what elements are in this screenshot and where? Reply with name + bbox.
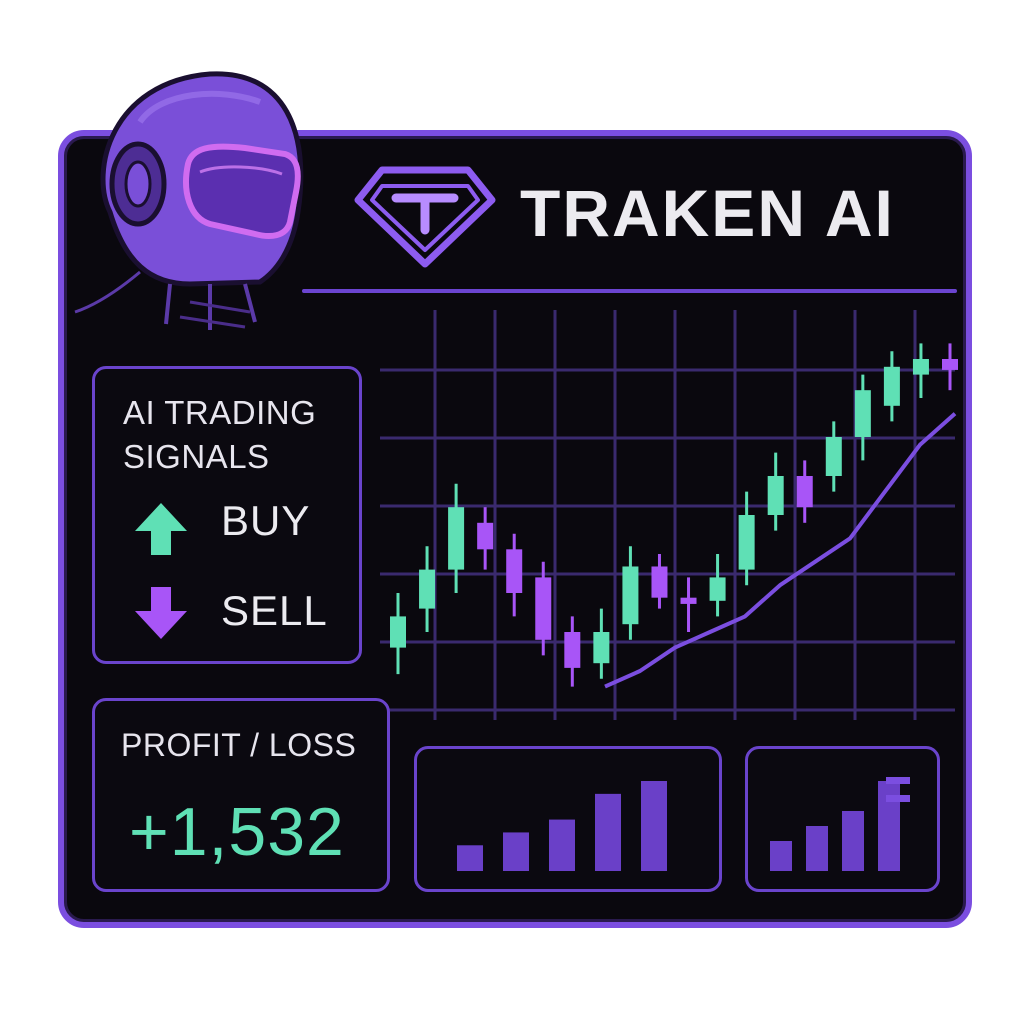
candle-up	[593, 632, 610, 664]
mini-bar	[503, 832, 529, 871]
trend-line	[604, 412, 957, 689]
mini-bar-chart-2	[745, 746, 940, 892]
up-arrow-icon	[135, 503, 187, 555]
trading-signals-card: AI TRADING SIGNALS BUY SELL	[92, 366, 362, 664]
candle-down	[535, 577, 552, 640]
candlestick-chart	[380, 310, 958, 720]
candle-up	[767, 476, 784, 515]
candle-up	[854, 390, 871, 437]
mini-bar-chart-1	[414, 746, 722, 892]
candle-down	[506, 549, 523, 593]
brand-title: TRAKEN AI	[520, 176, 895, 250]
candle-up	[912, 359, 929, 375]
header-divider	[302, 289, 957, 293]
sell-signal-label[interactable]: SELL	[221, 587, 328, 634]
signals-title: AI TRADING SIGNALS	[123, 394, 317, 475]
candle-up	[883, 366, 900, 406]
candle-up	[738, 515, 755, 570]
candle-up	[448, 507, 465, 570]
candle-up	[390, 616, 406, 648]
candle-down	[796, 476, 813, 508]
profit-loss-value: +1,532	[129, 794, 345, 870]
candle-down	[564, 632, 581, 668]
mini-bar	[595, 793, 621, 871]
mini-bar	[549, 819, 575, 871]
profit-loss-label: PROFIT / LOSS	[121, 727, 357, 763]
menu-lines-icon	[886, 777, 910, 802]
buy-signal-label[interactable]: BUY	[221, 497, 311, 544]
gem-logo-icon	[354, 166, 496, 268]
candle-up	[825, 437, 842, 476]
candle-down	[477, 522, 494, 550]
profit-loss-card: PROFIT / LOSS +1,532	[92, 698, 390, 892]
mini-bar	[878, 781, 900, 871]
candle-up	[419, 569, 436, 609]
mini-bar	[457, 845, 483, 871]
mini-bar	[770, 841, 792, 871]
candle-down	[942, 359, 958, 370]
candle-down	[680, 597, 697, 604]
candle-down	[651, 566, 668, 598]
mini-bar	[641, 781, 667, 871]
robot-helmet-icon	[74, 71, 304, 330]
mini-bar	[842, 811, 864, 871]
down-arrow-icon	[135, 587, 187, 639]
candle-up	[709, 577, 726, 601]
candle-up	[622, 566, 639, 625]
mini-bar	[806, 826, 828, 871]
